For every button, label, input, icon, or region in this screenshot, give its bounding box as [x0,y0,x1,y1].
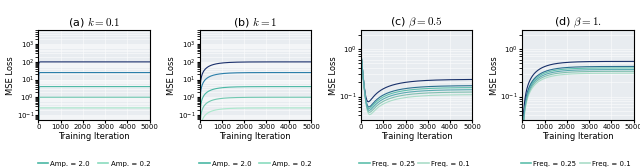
Title: (a) $k = 0.1$: (a) $k = 0.1$ [68,15,120,29]
Y-axis label: MSE Loss: MSE Loss [168,56,177,95]
Y-axis label: MSE Loss: MSE Loss [6,56,15,95]
Legend: Amp. = 2.0, Amp. = 5.0, Amp. = 10.0, Amp. = 0.2, Amp. = 0.5, Amp. = 1.0: Amp. = 2.0, Amp. = 5.0, Amp. = 10.0, Amp… [196,158,314,167]
Legend: Freq. = 0.25, Freq. = 0.3, Freq. = 0.5, Freq. = 0.1, Freq. = 0.15, Freq. = 0.2: Freq. = 0.25, Freq. = 0.3, Freq. = 0.5, … [518,158,638,167]
Legend: Freq. = 0.25, Freq. = 0.3, Freq. = 0.5, Freq. = 0.1, Freq. = 0.15, Freq. = 0.2: Freq. = 0.25, Freq. = 0.3, Freq. = 0.5, … [356,158,477,167]
X-axis label: Training Iteration: Training Iteration [381,132,452,141]
X-axis label: Training Iteration: Training Iteration [58,132,130,141]
Y-axis label: MSE Loss: MSE Loss [490,56,499,95]
Title: (b) $k = 1$: (b) $k = 1$ [233,15,278,29]
Title: (d) $\beta = 1.$: (d) $\beta = 1.$ [554,16,602,30]
X-axis label: Training Iteration: Training Iteration [220,132,291,141]
Y-axis label: MSE Loss: MSE Loss [329,56,338,95]
Title: (c) $\beta = 0.5$: (c) $\beta = 0.5$ [390,16,443,30]
X-axis label: Training Iteration: Training Iteration [542,132,614,141]
Legend: Amp. = 2.0, Amp. = 5.0, Amp. = 10.0, Amp. = 0.2, Amp. = 0.5, Amp. = 1.0: Amp. = 2.0, Amp. = 5.0, Amp. = 10.0, Amp… [35,158,153,167]
